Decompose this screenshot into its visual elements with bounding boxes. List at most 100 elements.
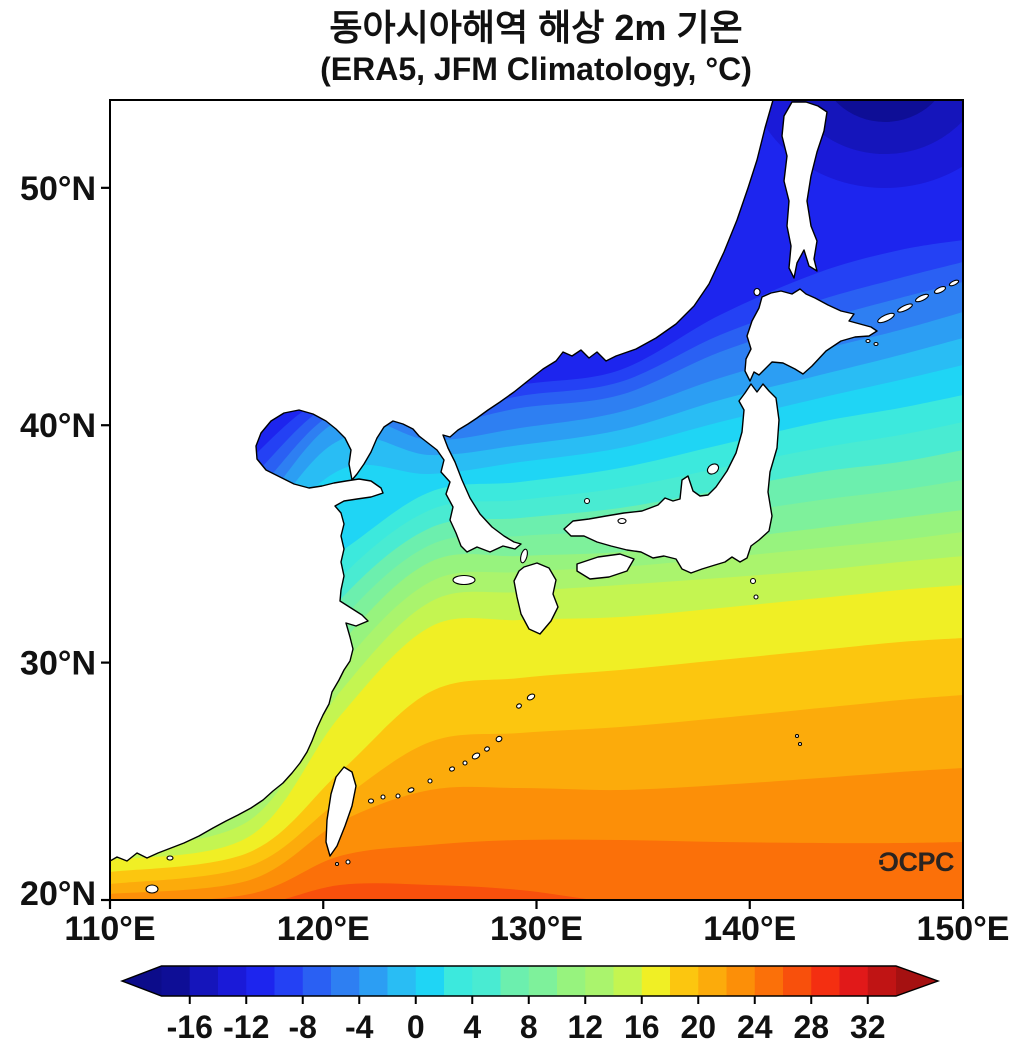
y-tick-label: 30°N [20, 645, 96, 683]
colorbar-segment [359, 966, 389, 996]
colorbar-segment [274, 966, 304, 996]
small-island [897, 303, 913, 313]
coastline-land-layer [110, 100, 960, 894]
small-island [526, 693, 536, 701]
colorbar-tick-label: 24 [737, 1009, 773, 1045]
cold-core-ring [792, 100, 963, 154]
colorbar-tick-label: -8 [289, 1009, 317, 1045]
small-island [345, 859, 351, 865]
colorbar-segment [726, 966, 756, 996]
colorbar-segment [811, 966, 841, 996]
asia-continent-landmass [110, 100, 774, 862]
colorbar-segment [415, 966, 445, 996]
island-hokkaido [744, 288, 878, 382]
small-island [334, 861, 340, 867]
cold-core-ring [851, 28, 919, 92]
colorbar-tick-label: 8 [520, 1009, 538, 1045]
small-island [452, 574, 476, 586]
colorbar-segment [246, 966, 276, 996]
x-tick-label: 150°E [916, 910, 1009, 948]
colorbar: -16 -12 -8 -4 0 4 8 12 16 20 24 28 32 [120, 965, 941, 1045]
colorbar-segment [839, 966, 869, 996]
colorbar-segment [698, 966, 728, 996]
colorbar-tick-label: 0 [407, 1009, 425, 1045]
colorbar-tick-label: 4 [463, 1009, 481, 1045]
island-kyushu [513, 562, 559, 635]
small-island [877, 312, 895, 324]
colorbar-segment [189, 966, 219, 996]
small-island [516, 703, 522, 709]
small-island [166, 855, 174, 861]
small-island [407, 787, 415, 793]
colorbar-tick-label: -16 [167, 1009, 213, 1045]
colorbar-tick-label: 12 [567, 1009, 603, 1045]
small-island [948, 279, 960, 287]
ocpc-watermark: OCPC [878, 847, 954, 877]
small-island [617, 517, 627, 525]
small-island [933, 286, 947, 294]
colorbar-segment [754, 966, 784, 996]
x-tick-label: 130°E [490, 910, 583, 948]
small-island [797, 741, 803, 747]
small-island [520, 548, 528, 564]
colorbar-segment [444, 966, 473, 996]
colorbar-segment [528, 966, 558, 996]
small-island [753, 594, 759, 600]
ocpc-wave-icon [868, 861, 886, 867]
small-island [484, 746, 490, 752]
colorbar-segment [783, 966, 812, 996]
small-island [915, 293, 929, 303]
colorbar-segment [557, 966, 586, 996]
small-island [865, 338, 871, 344]
colorbar-tick-label: 28 [793, 1009, 829, 1045]
small-island [367, 798, 375, 804]
colorbar-segment [331, 966, 360, 996]
colorbar-segment [500, 966, 530, 996]
x-tick-label: 120°E [277, 910, 370, 948]
x-tick-label: 140°E [703, 910, 796, 948]
small-island [462, 760, 468, 766]
colorbar-segment [670, 966, 699, 996]
y-tick-label: 40°N [20, 407, 96, 445]
small-island [380, 794, 386, 800]
small-island [427, 778, 433, 784]
x-tick-label: 110°E [64, 910, 155, 948]
small-island [583, 497, 591, 505]
colorbar-segment [641, 966, 671, 996]
isotherm-band-26 [281, 883, 594, 900]
chart-subtitle: (ERA5, JFM Climatology, °C) [320, 51, 752, 87]
colorbar-tick-label: 16 [624, 1009, 660, 1045]
colorbar-segment [613, 966, 643, 996]
island-taiwan [325, 766, 357, 857]
small-island [449, 766, 455, 772]
colorbar-segment [472, 966, 502, 996]
small-island [873, 341, 879, 347]
small-island [395, 793, 401, 799]
y-tick-label: 50°N [20, 170, 96, 208]
small-island [753, 287, 761, 297]
colorbar-left-arrow [122, 966, 162, 996]
axis-ticks-and-labels: 110°E 120°E 130°E 140°E 150°E 20°N 30°N 40°N 50°… [20, 170, 1009, 948]
cold-core-ring [834, 100, 936, 122]
colorbar-segment [302, 966, 332, 996]
colorbar-tick-label: -4 [345, 1009, 374, 1045]
colorbar-outline [120, 965, 941, 997]
colorbar-tick-label: 20 [680, 1009, 716, 1045]
chart-title: 동아시아해역 해상 2m 기온 [329, 7, 742, 48]
small-island [145, 884, 159, 894]
island-sakhalin [781, 101, 828, 279]
small-island [794, 733, 800, 739]
island-shikoku [576, 553, 635, 580]
colorbar-segment [585, 966, 615, 996]
colorbar-tick-label: -12 [223, 1009, 269, 1045]
colorbar-tick-label: 32 [850, 1009, 886, 1045]
y-tick-label: 20°N [20, 875, 96, 913]
colorbar-segment [867, 966, 897, 996]
island-honshu [563, 383, 780, 574]
colorbar-right-arrow [896, 966, 938, 996]
colorbar-segment [387, 966, 417, 996]
small-island [749, 577, 757, 585]
ocpc-wave-icon [868, 854, 886, 860]
